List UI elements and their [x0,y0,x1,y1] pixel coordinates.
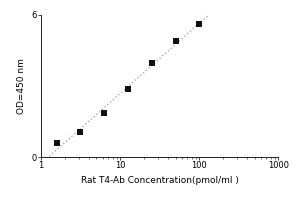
Point [78,131,83,134]
Point [125,88,130,91]
Point [173,39,178,42]
Point [102,112,106,115]
X-axis label: Rat T4-Ab Concentration(pmol/ml ): Rat T4-Ab Concentration(pmol/ml ) [81,176,239,185]
Y-axis label: OD=450 nm: OD=450 nm [17,58,26,114]
Point [149,62,154,65]
Point [54,142,59,145]
Point [197,23,202,26]
